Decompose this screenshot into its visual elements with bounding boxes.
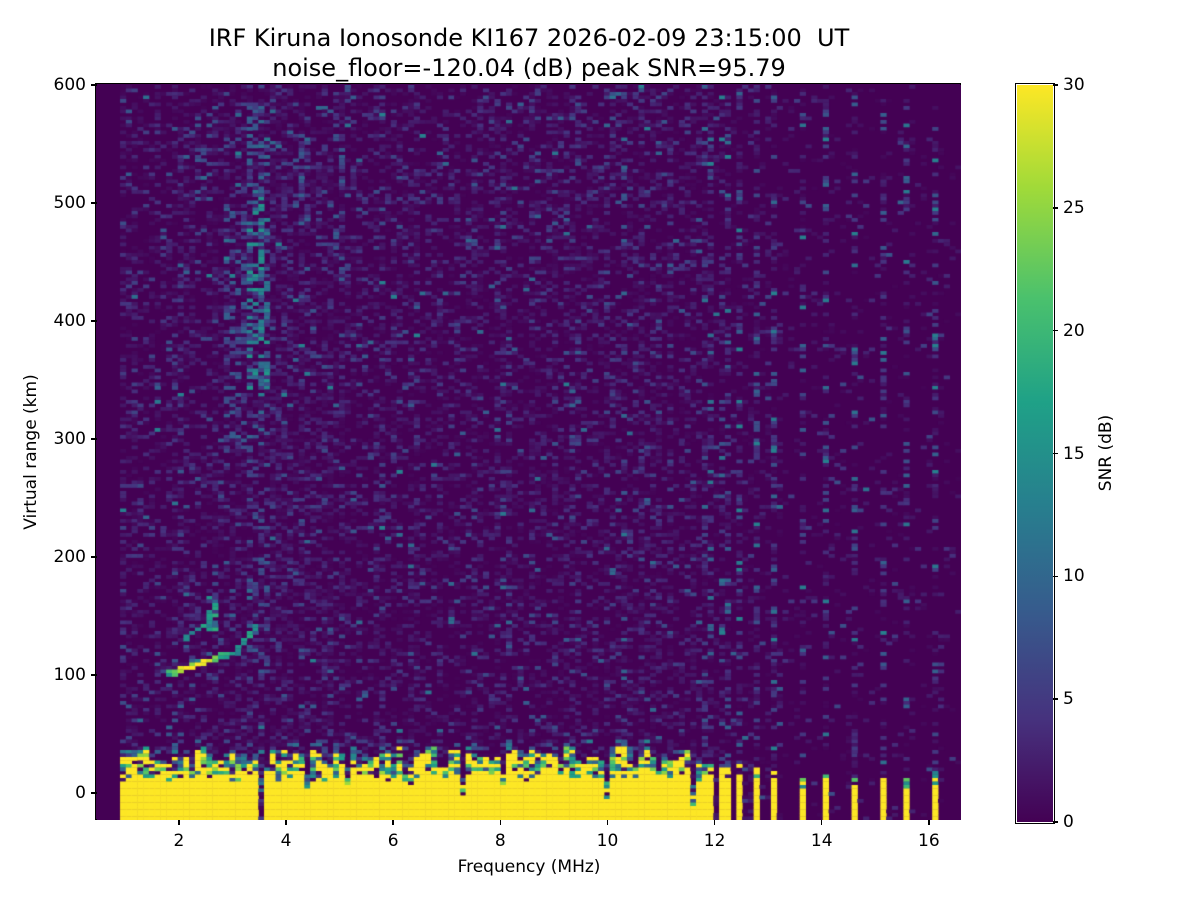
colorbar-tick-mark bbox=[1053, 575, 1058, 578]
colorbar-tick-mark bbox=[1053, 821, 1058, 823]
x-tick-label: 16 bbox=[918, 831, 940, 851]
x-tick-mark bbox=[820, 820, 823, 825]
chart-title: IRF Kiruna Ionosonde KI167 2026-02-09 23… bbox=[208, 24, 850, 52]
colorbar-tick-label: 10 bbox=[1063, 566, 1085, 587]
x-tick-mark bbox=[713, 820, 716, 825]
colorbar-tick-label: 25 bbox=[1063, 197, 1085, 218]
y-tick-mark bbox=[91, 674, 97, 676]
y-tick-label: 300 bbox=[53, 428, 86, 449]
colorbar-tick-mark bbox=[1053, 698, 1058, 700]
y-tick-mark bbox=[91, 202, 97, 204]
ionogram-heatmap bbox=[97, 85, 961, 820]
colorbar-tick-label: 20 bbox=[1063, 320, 1085, 341]
y-tick-mark bbox=[91, 320, 97, 322]
x-tick-label: 14 bbox=[810, 831, 833, 851]
colorbar-tick-label: 30 bbox=[1063, 75, 1085, 95]
y-tick-mark bbox=[91, 438, 97, 440]
x-tick-mark bbox=[178, 820, 180, 825]
chart-subtitle: noise_floor=-120.04 (dB) peak SNR=95.79 bbox=[272, 54, 786, 82]
y-tick-label: 0 bbox=[75, 782, 86, 803]
y-tick-mark bbox=[91, 84, 97, 86]
x-tick-mark bbox=[285, 820, 287, 825]
x-tick-label: 10 bbox=[596, 831, 619, 851]
colorbar-tick-mark bbox=[1053, 207, 1058, 209]
colorbar-tick-mark bbox=[1053, 329, 1058, 332]
x-tick-mark bbox=[928, 820, 930, 825]
x-tick-mark bbox=[499, 820, 502, 825]
colorbar-tick-label: 5 bbox=[1063, 689, 1074, 710]
colorbar-label: SNR (dB) bbox=[1096, 414, 1116, 492]
y-tick-label: 400 bbox=[53, 310, 86, 331]
x-tick-label: 2 bbox=[173, 831, 185, 851]
y-tick-mark bbox=[91, 792, 97, 794]
y-tick-label: 200 bbox=[53, 546, 86, 567]
y-tick-label: 600 bbox=[53, 75, 86, 95]
colorbar-tick-label: 15 bbox=[1063, 443, 1085, 464]
y-axis-label: Virtual range (km) bbox=[21, 374, 41, 530]
x-tick-label: 4 bbox=[280, 831, 292, 851]
colorbar-tick-label: 0 bbox=[1063, 812, 1074, 832]
y-tick-label: 100 bbox=[53, 664, 86, 685]
y-tick-label: 500 bbox=[53, 192, 86, 213]
colorbar-gradient bbox=[1017, 85, 1053, 822]
x-axis-label: Frequency (MHz) bbox=[457, 857, 601, 877]
x-tick-label: 8 bbox=[494, 831, 506, 851]
colorbar-tick-mark bbox=[1053, 84, 1058, 86]
x-tick-label: 12 bbox=[703, 831, 726, 851]
x-tick-label: 6 bbox=[387, 831, 399, 851]
y-tick-mark bbox=[91, 556, 97, 558]
x-tick-mark bbox=[606, 820, 609, 825]
colorbar-tick-mark bbox=[1053, 452, 1058, 455]
x-tick-mark bbox=[392, 820, 394, 825]
